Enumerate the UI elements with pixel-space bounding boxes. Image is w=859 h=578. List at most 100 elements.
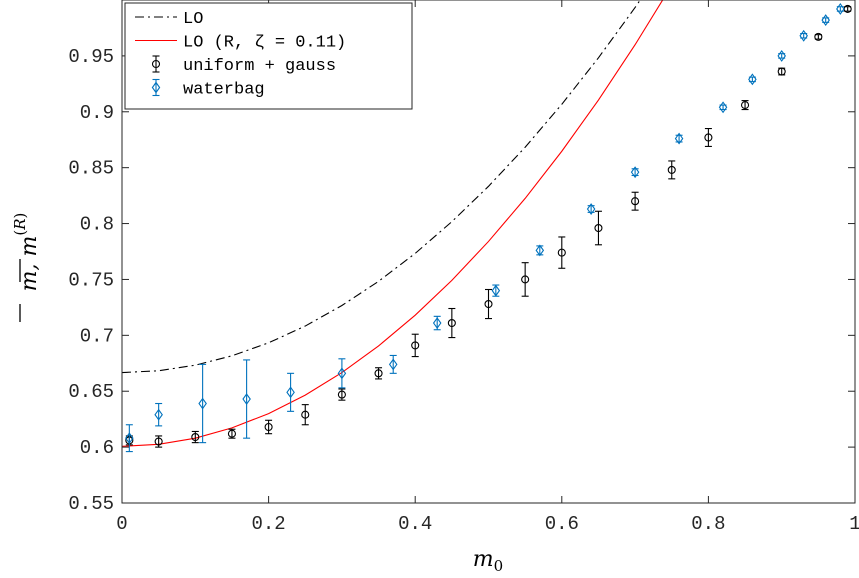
series-uniform-gauss (125, 4, 852, 448)
data-point (843, 4, 852, 13)
series-line-lo (122, 0, 641, 374)
circle-marker (777, 67, 786, 76)
legend-box (124, 2, 413, 110)
legend-entry: waterbag (151, 78, 265, 100)
data-point (836, 3, 845, 15)
circle-marker (667, 165, 676, 174)
diamond-marker (586, 203, 596, 215)
circle-marker (740, 101, 750, 110)
diamond-marker (432, 317, 442, 329)
y-tick-label: 0.7 (80, 325, 114, 347)
diamond-marker (242, 393, 251, 405)
data-point (374, 367, 383, 380)
y-tick-label: 0.85 (68, 158, 114, 180)
marker-layer (125, 3, 852, 453)
diamond-marker (286, 386, 295, 399)
legend-label: LO (R, ζ = 0.11) (183, 34, 346, 53)
data-point (154, 402, 163, 427)
data-point (777, 49, 786, 62)
y-axis-label: m, m(R) (11, 213, 42, 322)
data-point (799, 29, 808, 42)
diamond-marker (630, 166, 640, 179)
circle-marker (154, 437, 163, 446)
data-point (718, 101, 728, 114)
data-point (667, 160, 676, 180)
legend-entry: uniform + gauss (151, 55, 336, 76)
circle-marker (374, 369, 383, 378)
legend-label: LO (183, 10, 203, 29)
circle-marker (631, 197, 640, 206)
x-tick-label: 0.2 (251, 513, 285, 535)
circle-marker (227, 429, 236, 438)
data-point (484, 288, 493, 320)
svg-text:m0: m0 (473, 547, 503, 575)
x-axis-label: m0 (473, 547, 503, 575)
data-point (594, 210, 603, 246)
diamond-marker (836, 3, 845, 15)
legend-label: waterbag (183, 81, 265, 100)
diamond-marker (821, 14, 830, 27)
y-tick-label: 0.55 (68, 493, 114, 515)
series-line-lo-r-0-11 (122, 0, 664, 447)
diamond-marker (388, 358, 398, 371)
diamond-marker (799, 29, 808, 42)
diamond-marker (198, 397, 207, 410)
y-tick-label: 0.9 (80, 102, 114, 124)
legend-label: uniform + gauss (183, 57, 336, 76)
x-tick-label: 0 (116, 513, 127, 535)
legend-entry: LO (135, 10, 203, 29)
legend-circle-marker (151, 59, 161, 69)
circle-marker (301, 410, 310, 419)
diamond-marker (491, 284, 501, 297)
circle-marker (191, 433, 200, 442)
data-point (154, 435, 163, 448)
circle-marker (264, 422, 273, 432)
diamond-marker (674, 132, 684, 145)
legend-diamond-marker (151, 81, 161, 94)
circle-marker (411, 341, 420, 350)
data-point (631, 191, 640, 211)
y-tick-label: 0.65 (68, 381, 114, 403)
data-point (337, 358, 347, 389)
data-point (301, 404, 310, 426)
legend: LO LO (R, ζ = 0.11) uniform + gauss waterba… (124, 2, 413, 110)
data-point (411, 333, 420, 358)
data-point (264, 419, 273, 435)
curve-layer (122, 0, 664, 447)
y-tick-label: 0.95 (68, 46, 114, 68)
axes-box (121, 0, 856, 504)
circle-marker (447, 318, 456, 328)
data-point (674, 132, 684, 145)
data-point (777, 67, 786, 76)
y-tick-label: 0.75 (68, 269, 114, 291)
circle-marker (337, 390, 346, 399)
data-point (242, 359, 251, 439)
diamond-marker (125, 432, 134, 445)
circle-marker (814, 32, 823, 41)
diamond-marker (748, 73, 757, 86)
y-tick-label: 0.6 (80, 437, 114, 459)
circle-marker (704, 133, 713, 142)
data-point (286, 372, 295, 412)
circle-marker (557, 248, 566, 257)
data-point (491, 284, 501, 297)
data-point (535, 244, 545, 257)
legend-entry: LO (R, ζ = 0.11) (135, 34, 346, 53)
data-point (198, 363, 207, 444)
data-point (447, 307, 456, 339)
diamond-marker (777, 49, 786, 62)
data-point (630, 166, 640, 179)
diamond-marker (718, 101, 728, 114)
series-waterbag (125, 3, 845, 453)
data-point (814, 32, 823, 41)
svg-text:m, m(R): m, m(R) (11, 213, 42, 292)
data-point (521, 262, 530, 297)
circle-marker (594, 223, 603, 233)
y-tick-label: 0.8 (80, 214, 114, 236)
data-point (557, 236, 566, 269)
data-point (704, 127, 713, 147)
x-tick-label: 0.6 (545, 513, 579, 535)
data-point (740, 100, 750, 111)
x-tick-label: 0.4 (398, 513, 432, 535)
diamond-marker (337, 367, 347, 380)
